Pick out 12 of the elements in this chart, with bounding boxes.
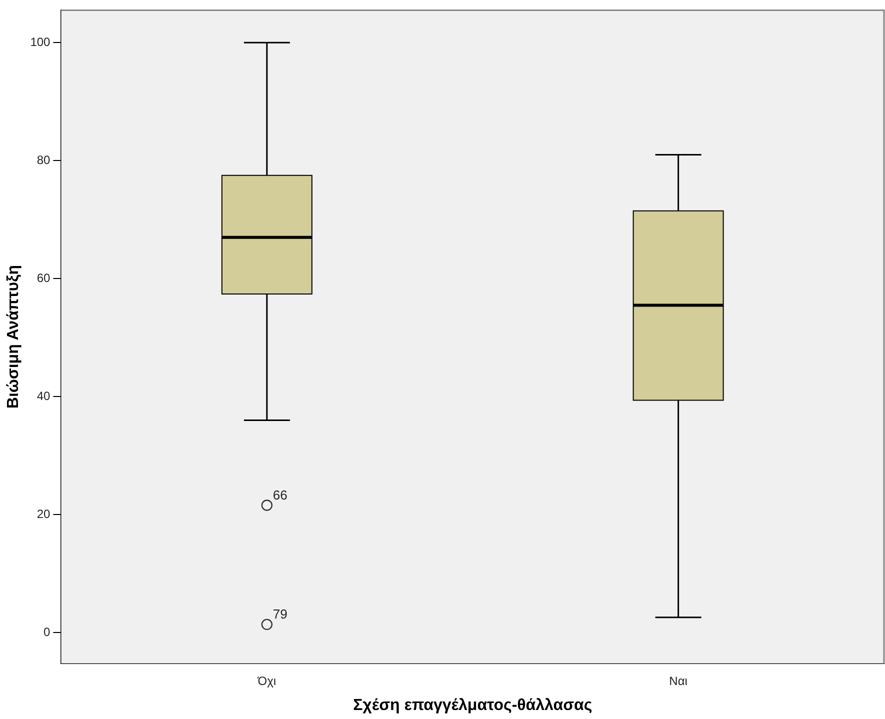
y-tick-label: 60	[36, 270, 51, 285]
y-tick-label: 40	[36, 389, 51, 404]
y-tick-label: 0	[44, 625, 51, 640]
annotation: 79	[272, 606, 288, 622]
y-tick-label: 100	[30, 34, 51, 49]
x-tick-label: Όχι	[256, 674, 276, 688]
x-tick-label: Ναι	[669, 674, 688, 688]
y-tick-label: 20	[36, 507, 51, 522]
y-axis-title: Βιώσιμη Ανάπτυξη	[5, 264, 22, 409]
annotation: 66	[272, 487, 288, 502]
y-tick-label: 80	[36, 152, 51, 167]
x-axis-title: Σχέση επαγγέλματος-θάλλασας	[353, 696, 592, 714]
